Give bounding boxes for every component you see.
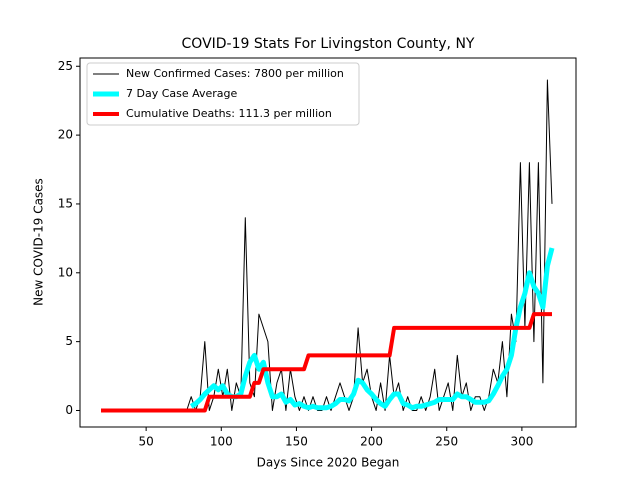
legend-box bbox=[86, 62, 360, 126]
series-line bbox=[101, 79, 553, 411]
series-line bbox=[101, 312, 552, 413]
legend-label: 7 Day Case Average bbox=[126, 87, 238, 100]
y-tick-label: 25 bbox=[58, 59, 73, 73]
y-axis-label: New COVID-19 Cases bbox=[32, 178, 46, 306]
y-tick-label: 10 bbox=[58, 265, 73, 279]
y-tick-label: 0 bbox=[65, 403, 73, 417]
y-tick-label: 5 bbox=[65, 334, 73, 348]
axes-frame bbox=[79, 57, 577, 428]
legend-label: New Confirmed Cases: 7800 per million bbox=[126, 67, 344, 80]
y-tick-label: 20 bbox=[58, 128, 73, 142]
y-tick-label: 15 bbox=[58, 196, 73, 210]
x-tick-label: 100 bbox=[210, 435, 233, 449]
x-axis-label: Days Since 2020 Began bbox=[257, 456, 400, 470]
x-tick-label: 300 bbox=[510, 435, 533, 449]
chart-title: COVID-19 Stats For Livingston County, NY bbox=[182, 36, 475, 52]
legend-label: Cumulative Deaths: 111.3 per million bbox=[126, 107, 332, 120]
x-tick-label: 200 bbox=[360, 435, 383, 449]
x-tick-label: 150 bbox=[285, 435, 308, 449]
x-tick-label: 250 bbox=[435, 435, 458, 449]
x-tick-label: 50 bbox=[138, 435, 153, 449]
series-line bbox=[189, 247, 555, 411]
